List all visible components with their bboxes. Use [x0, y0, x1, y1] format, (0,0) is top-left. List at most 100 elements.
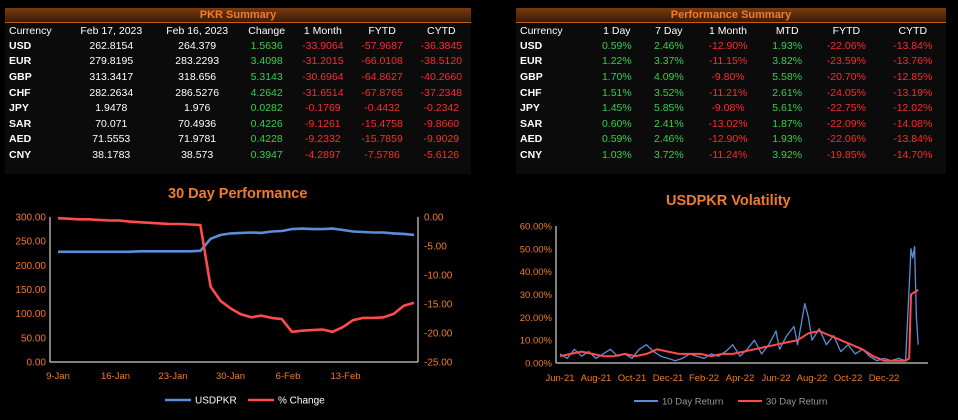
currency-code: GBP [9, 70, 32, 83]
table-cell: -33.9064 [302, 39, 344, 52]
table-cell: -9.80% [711, 70, 745, 83]
table-cell: -9.9029 [423, 133, 460, 146]
table-cell: 0.60% [601, 117, 632, 130]
table-cell: -11.24% [708, 148, 748, 161]
table-cell: 1.03% [601, 148, 632, 161]
table-cell: -19.85% [826, 148, 866, 161]
table-cell: -11.15% [708, 55, 748, 68]
pkr-summary-title: PKR Summary [5, 8, 471, 23]
column-header: Currency [520, 24, 563, 37]
table-cell: -5.6126 [423, 148, 460, 161]
table-row: USD 262.8154 264.379 1.5636 -33.9064 -57.9687… [5, 38, 471, 54]
currency-code: EUR [9, 55, 32, 68]
y-right-tick-label: -15.00 [424, 300, 453, 311]
table-cell: -20.70% [826, 70, 866, 83]
series-line-0 [58, 227, 415, 254]
table-row: EUR 279.8195 283.2293 3.4098 -31.2015 -66.010… [5, 54, 471, 70]
table-cell: -40.2660 [420, 70, 463, 83]
table-row: CNY 1.03% 3.72% -11.24% 3.92% -19.85% -14.70% [516, 147, 946, 163]
x-tick-label: 16-Jan [101, 371, 130, 382]
table-cell: 38.573 [181, 148, 214, 161]
table-cell: 0.4228 [250, 133, 283, 146]
y-tick-label: 50.00% [520, 244, 553, 255]
table-cell: -12.90% [708, 39, 748, 52]
performance-summary-table: Currency 1 Day 7 Day 1 Month MTD FYTD CYTD USD… [516, 23, 946, 163]
volatility-chart-title: USDPKR Volatility [666, 193, 791, 209]
table-cell: 2.46% [653, 39, 684, 52]
table-cell: -24.05% [826, 86, 866, 99]
x-tick-label: Aug-21 [581, 373, 612, 384]
currency-code: JPY [520, 102, 540, 115]
table-cell: 38.1783 [92, 148, 131, 161]
column-header: Change [248, 24, 286, 37]
table-cell: 0.3947 [250, 148, 283, 161]
table-cell: 286.5276 [175, 86, 220, 99]
column-header: FYTD [832, 24, 861, 37]
table-cell: -22.75% [826, 102, 866, 115]
currency-code: CHF [9, 86, 31, 99]
table-cell: -12.85% [893, 70, 933, 83]
y-left-tick-label: 200.00 [15, 261, 46, 272]
legend-label: 10 Day Return [662, 397, 723, 408]
y-tick-label: 30.00% [520, 290, 553, 301]
y-tick-label: 10.00% [520, 336, 553, 347]
table-cell: 1.51% [601, 86, 632, 99]
legend-label: USDPKR [195, 396, 237, 407]
table-cell: -13.84% [893, 133, 933, 146]
y-right-tick-label: 0.00 [424, 213, 444, 224]
table-cell: -14.70% [893, 148, 933, 161]
table-cell: 3.82% [772, 55, 803, 68]
column-header: 1 Month [709, 24, 747, 37]
table-cell: 5.58% [772, 70, 803, 83]
currency-code: EUR [520, 55, 543, 68]
table-cell: 1.93% [772, 133, 803, 146]
y-left-tick-label: 300.00 [15, 213, 46, 224]
table-cell: 70.4936 [178, 117, 217, 130]
table-cell: -31.2015 [302, 55, 344, 68]
currency-code: SAR [9, 117, 32, 130]
table-cell: 5.3143 [250, 70, 283, 83]
table-cell: 1.22% [601, 55, 632, 68]
y-right-tick-label: -25.00 [424, 358, 453, 369]
x-tick-label: Apr-22 [726, 373, 755, 384]
series-line-1 [57, 216, 415, 334]
table-cell: -9.1261 [305, 117, 341, 130]
y-left-tick-label: 50.00 [21, 333, 46, 344]
table-cell: -22.06% [826, 133, 866, 146]
table-cell: 282.2634 [89, 86, 134, 99]
table-cell: 1.5636 [250, 39, 283, 52]
table-cell: 0.4226 [250, 117, 283, 130]
table-row: CNY 38.1783 38.573 0.3947 -4.2897 -7.5786 -5.6… [5, 147, 471, 163]
table-row: SAR 70.071 70.4936 0.4226 -9.1261 -15.4758 -9.… [5, 116, 471, 132]
x-tick-label: Dec-22 [869, 373, 900, 384]
table-cell: 4.2642 [250, 86, 283, 99]
currency-code: SAR [520, 117, 543, 130]
table-cell: 313.3417 [89, 70, 134, 83]
table-cell: -64.8627 [361, 70, 403, 83]
table-cell: -0.2342 [423, 102, 460, 115]
table-cell: 71.5553 [92, 133, 131, 146]
table-cell: 71.9781 [178, 133, 217, 146]
x-tick-label: Jun-22 [761, 373, 790, 384]
currency-code: CHF [520, 86, 542, 99]
column-header: Feb 17, 2023 [80, 24, 143, 37]
y-right-tick-label: -10.00 [424, 271, 453, 282]
table-row: CHF 282.2634 286.5276 4.2642 -31.6514 -67.876… [5, 85, 471, 101]
series-line-0 [559, 245, 919, 362]
table-row: AED 0.59% 2.46% -12.90% 1.93% -22.06% -13.84% [516, 132, 946, 148]
currency-code: JPY [9, 102, 29, 115]
table-cell: -14.08% [893, 117, 933, 130]
currency-code: GBP [520, 70, 543, 83]
currency-code: USD [9, 39, 32, 52]
currency-code: CNY [9, 148, 32, 161]
table-cell: -4.2897 [305, 148, 341, 161]
column-header: 1 Day [603, 24, 631, 37]
table-cell: 2.41% [653, 117, 684, 130]
table-cell: 0.59% [601, 39, 632, 52]
table-cell: 5.85% [653, 102, 684, 115]
pkr-summary-panel: PKR Summary Currency Feb 17, 2023 Feb 16, … [5, 8, 471, 174]
table-row: SAR 0.60% 2.41% -13.02% 1.87% -22.09% -14.08% [516, 116, 946, 132]
column-header: 7 Day [655, 24, 683, 37]
table-row: CHF 1.51% 3.52% -11.21% 2.61% -24.05% -13.19% [516, 85, 946, 101]
y-left-tick-label: 100.00 [15, 309, 46, 320]
